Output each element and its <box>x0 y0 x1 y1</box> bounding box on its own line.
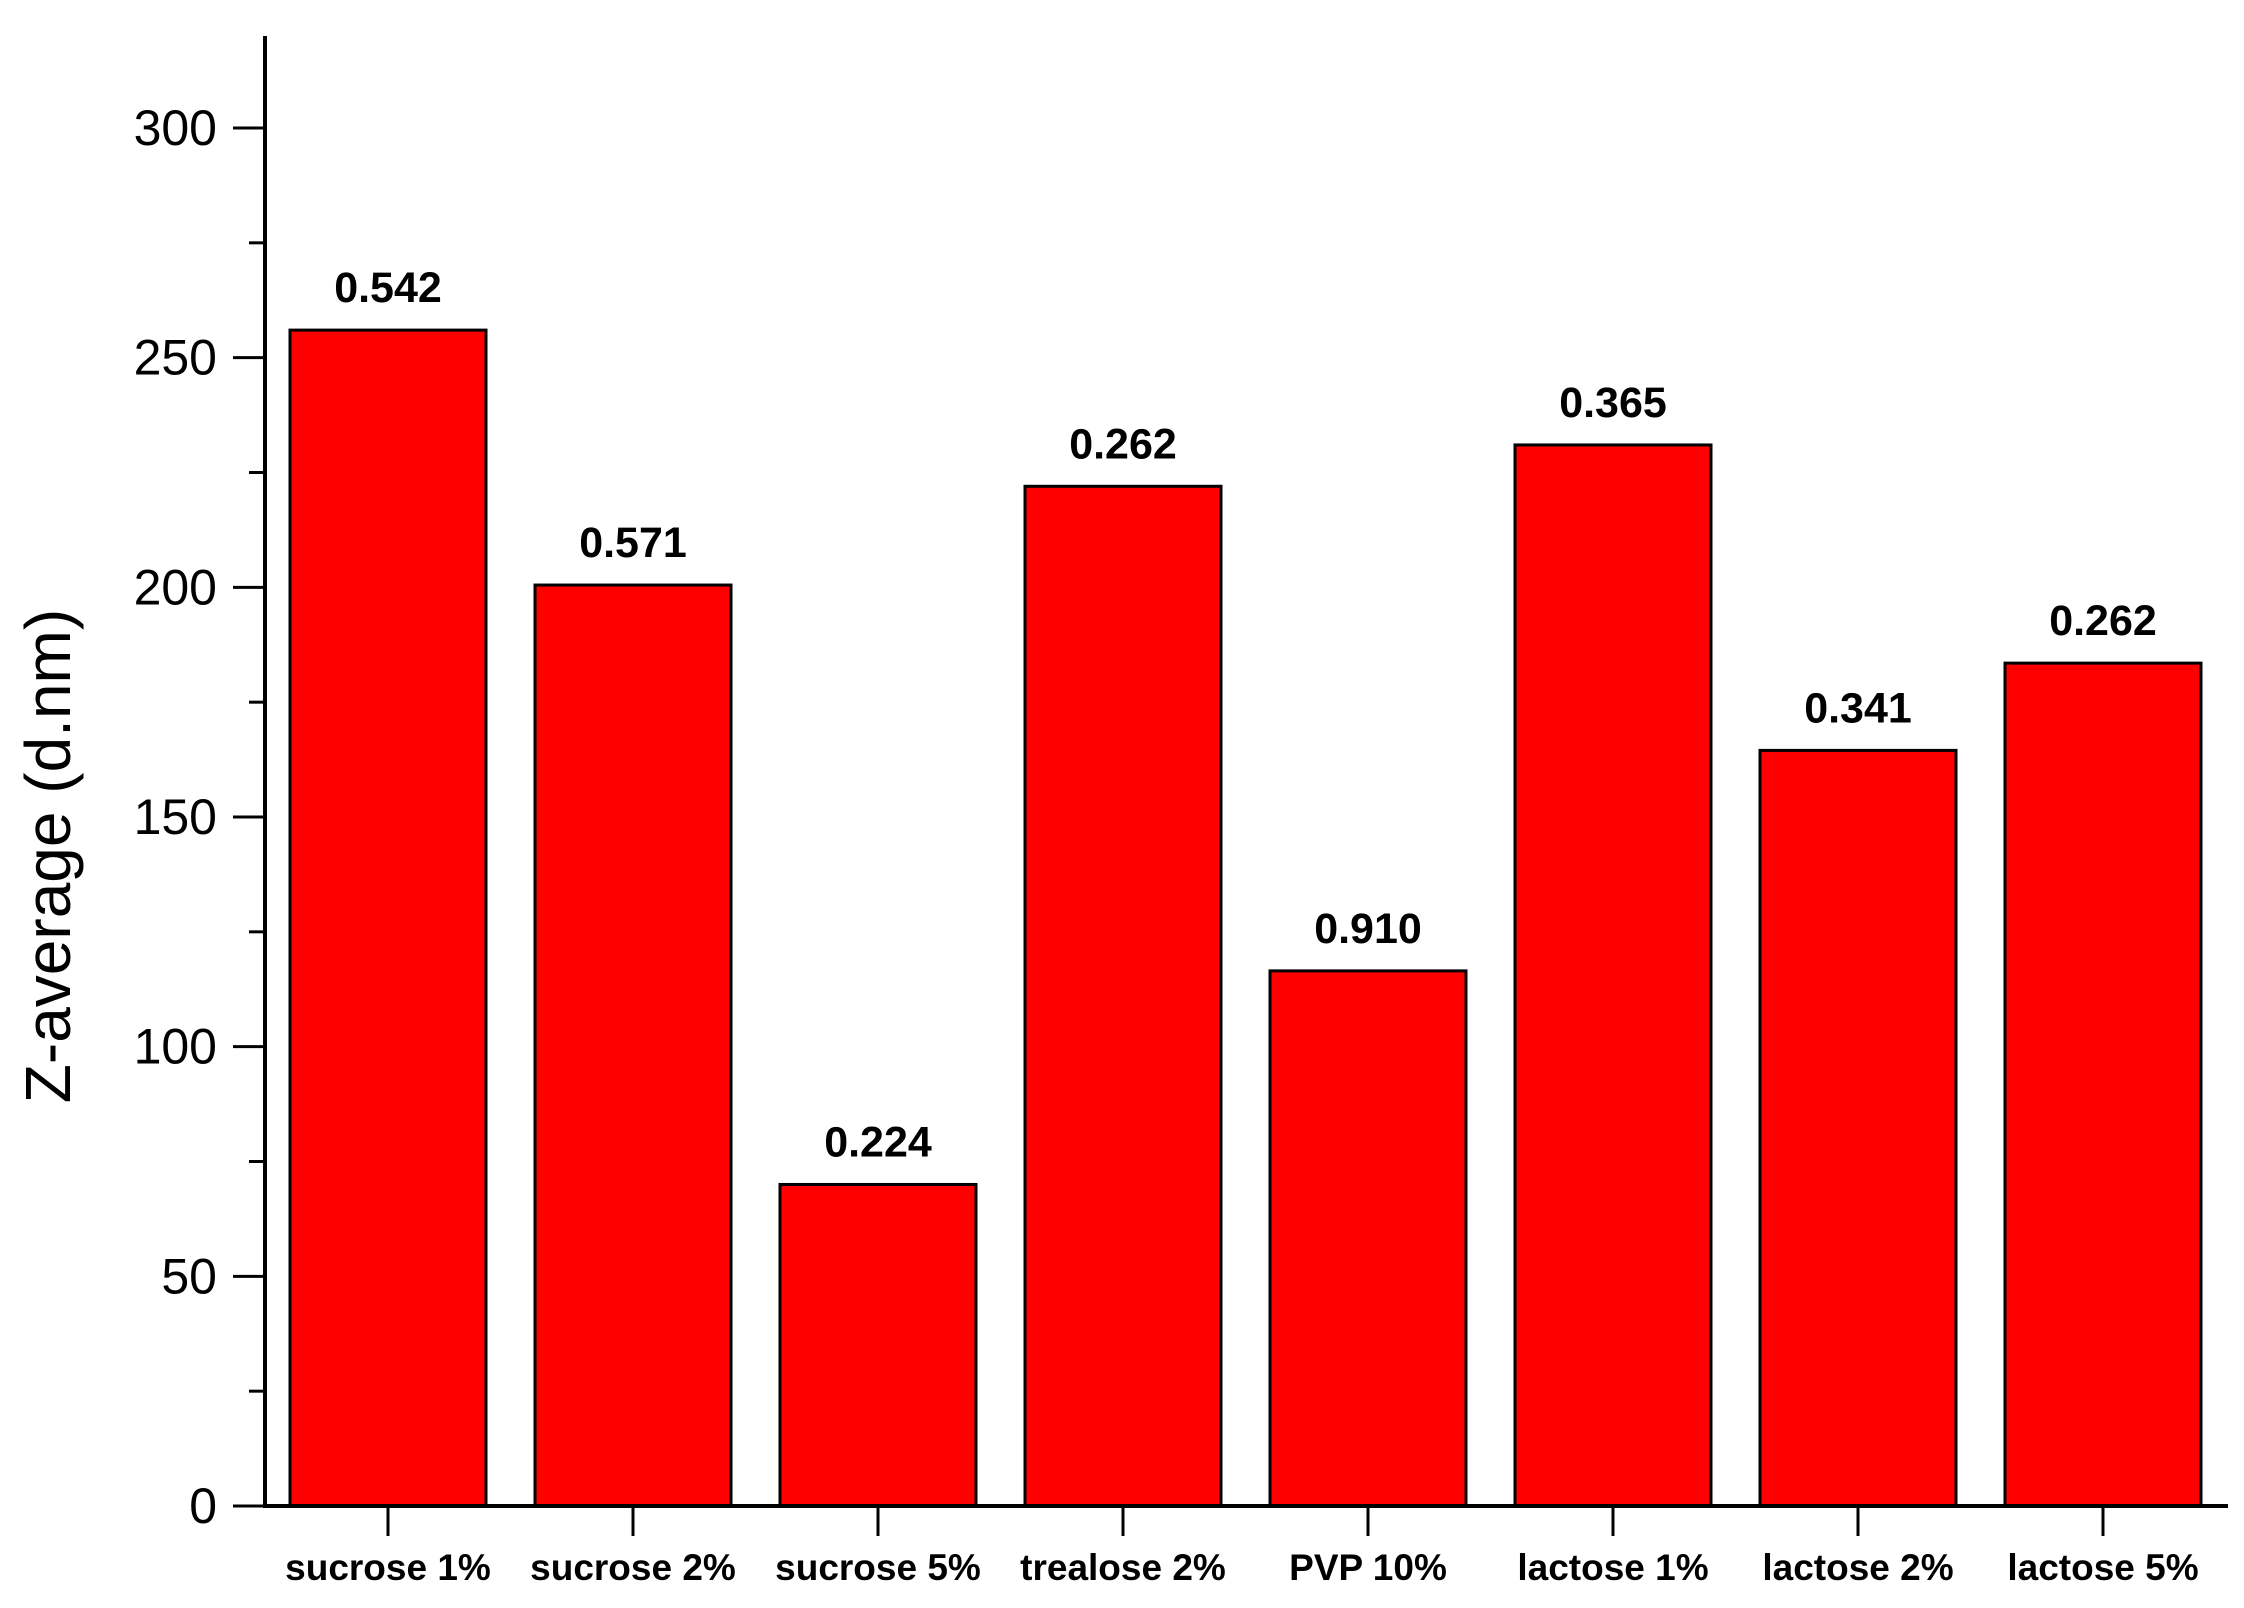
x-ticks-group: sucrose 1% sucrose 2% sucrose 5% trealose 2… <box>285 1506 2199 1588</box>
bar-value-label-6: 0.341 <box>1804 684 1912 732</box>
bar-value-label-7: 0.262 <box>2049 597 2157 645</box>
y-ticks-group: 0 50 100 150 200 250 300 <box>134 100 265 1534</box>
bar-3 <box>1023 484 1223 1508</box>
bar-6 <box>1758 748 1958 1508</box>
bar-4 <box>1268 969 1468 1508</box>
bar-value-label-3: 0.262 <box>1069 420 1177 468</box>
y-axis-title: Z-average (d.nm) <box>12 609 84 1103</box>
bar-2 <box>778 1182 978 1508</box>
x-tick-label-4: PVP 10% <box>1289 1547 1447 1588</box>
bar-7 <box>2003 661 2203 1508</box>
x-tick-label-3: trealose 2% <box>1020 1547 1226 1588</box>
bars-group <box>288 328 2203 1508</box>
y-tick-label-3: 150 <box>134 789 217 845</box>
bar-value-label-5: 0.365 <box>1559 379 1667 427</box>
y-tick-label-6: 300 <box>134 100 217 156</box>
bar-1 <box>533 583 733 1508</box>
bar-value-label-2: 0.224 <box>824 1118 932 1166</box>
bar-value-label-1: 0.571 <box>579 519 687 567</box>
x-tick-label-2: sucrose 5% <box>775 1547 981 1588</box>
x-tick-label-5: lactose 1% <box>1517 1547 1708 1588</box>
x-tick-label-1: sucrose 2% <box>530 1547 736 1588</box>
y-tick-label-0: 0 <box>189 1478 217 1534</box>
y-tick-label-1: 50 <box>161 1248 217 1304</box>
y-tick-label-4: 200 <box>134 559 217 615</box>
bar-0 <box>288 328 488 1508</box>
y-tick-label-5: 250 <box>134 330 217 386</box>
x-tick-label-7: lactose 5% <box>2007 1547 2198 1588</box>
x-tick-label-0: sucrose 1% <box>285 1547 491 1588</box>
axes-group <box>263 36 2228 1508</box>
bar-value-label-4: 0.910 <box>1314 905 1422 953</box>
bar-5 <box>1513 443 1713 1508</box>
bar-value-label-0: 0.542 <box>334 264 442 312</box>
bar-labels-group: 0.542 0.571 0.224 0.262 0.910 0.365 0.341 0.262 <box>334 264 2157 1166</box>
x-tick-label-6: lactose 2% <box>1762 1547 1953 1588</box>
y-tick-label-2: 100 <box>134 1019 217 1075</box>
